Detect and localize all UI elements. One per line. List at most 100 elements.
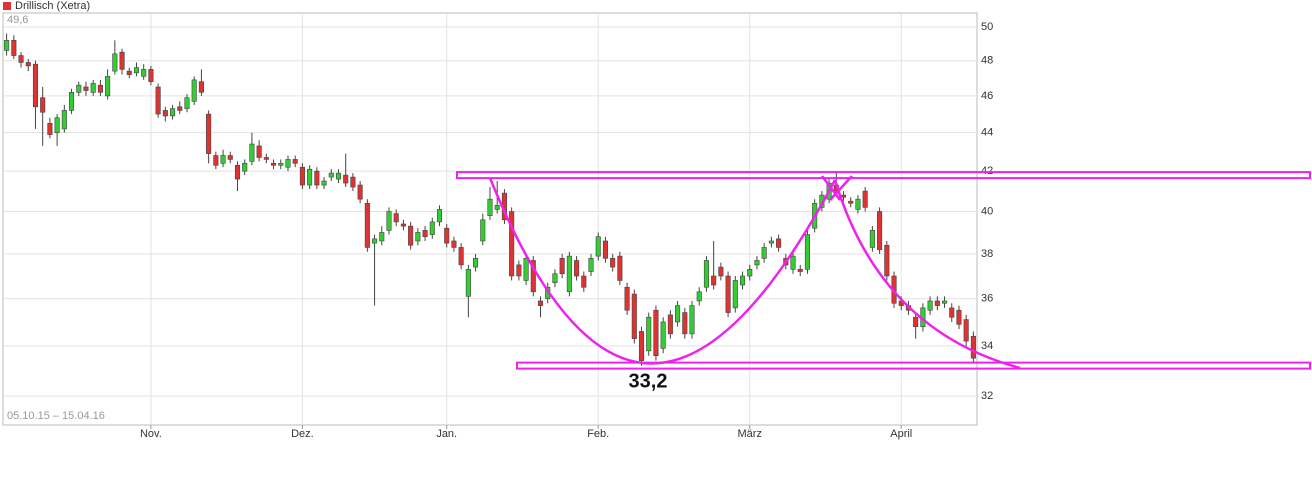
candle-body [646,316,652,352]
candle-body [126,70,132,75]
candle-body [256,145,262,158]
candle-body [574,260,580,277]
candle-body [855,198,861,210]
candle-body [32,63,39,108]
candle-body [11,39,17,56]
x-tick-label: Feb. [587,428,609,440]
candle-body [343,174,349,184]
candle-body [804,234,810,270]
candle-body [40,97,46,113]
candle-body [148,69,154,82]
candle-body [191,79,197,102]
candle-body [660,321,666,349]
candle-body [682,312,688,335]
chart-title: Drillisch (Xetra) [15,0,90,12]
candle-body [675,305,681,323]
plot-frame [2,12,978,426]
candle-body [364,202,370,248]
y-tick-label: 46 [981,90,993,102]
candle-body [278,163,284,166]
candle-body [941,300,948,304]
candle-body [328,172,334,178]
candle-body [242,163,248,172]
candle-body [112,53,118,72]
candle-body [335,172,342,180]
candle-body [790,255,796,270]
candle-body [292,159,298,164]
candle-body [768,240,774,244]
candle-body [314,170,320,186]
y-tick-label: 34 [981,340,993,352]
candle-body [617,255,623,281]
candle-body [653,309,659,357]
level-band [516,361,1311,370]
range-label: 05.10.15 – 15.04.16 [7,410,105,422]
candle-body [213,155,219,166]
candle-body [848,200,854,204]
candle-body [949,307,955,318]
candle-body [422,230,428,237]
candle-body [133,67,140,74]
y-tick-label: 48 [981,55,993,67]
candle-body [393,213,399,223]
candle-body [869,230,875,248]
candle-body [299,166,305,186]
candle-body [667,314,673,335]
candle-body [963,319,969,342]
candle-body [177,106,183,111]
candle-body [220,155,226,164]
candle-body [429,221,435,235]
candle-body [458,247,464,266]
candle-body [747,269,753,277]
candle-body [83,86,89,91]
candle-body [97,84,103,93]
candle-body [234,164,241,180]
candle-body [595,236,601,257]
candle-body [47,123,53,135]
candle-body [350,176,356,188]
candle-body [155,86,161,115]
y-tick-label: 38 [981,248,993,260]
y-tick-label: 36 [981,293,993,305]
max-label: 49,6 [7,14,28,26]
candle-body [689,305,695,335]
candle-body [415,232,421,242]
y-tick-label: 44 [981,127,993,139]
candle-body [588,257,594,272]
candle-body [487,198,493,216]
candle-body [184,97,190,109]
candle-body [480,219,486,242]
candle-body [285,159,291,168]
y-tick-label: 40 [981,205,993,217]
y-tick-label: 42 [981,165,993,177]
candle-body [797,269,803,272]
candle-body [703,260,709,288]
x-tick-label: Jan. [436,428,457,440]
candle-body [877,211,883,250]
candle-body [357,184,363,200]
candle-body [25,62,31,67]
candle-body [54,117,60,133]
candle-body [581,275,587,288]
candle-body [631,293,637,339]
candle-body [776,238,782,248]
candle-body [725,275,731,313]
level-label: 33,2 [629,370,668,392]
candle-body [386,211,392,231]
candle-body [4,39,10,51]
candle-body [956,309,962,325]
legend-swatch [3,2,11,10]
candle-body [530,260,536,293]
candle-body [379,232,385,242]
candle-body [307,168,313,186]
candle-body [696,291,702,302]
candle-body [170,108,176,117]
candle-body [739,275,746,286]
candle-body [198,81,204,93]
candle-body [718,266,724,277]
candle-body [602,240,608,259]
candle-body [263,157,269,160]
candle-body [711,275,717,286]
candle-body [473,257,479,268]
